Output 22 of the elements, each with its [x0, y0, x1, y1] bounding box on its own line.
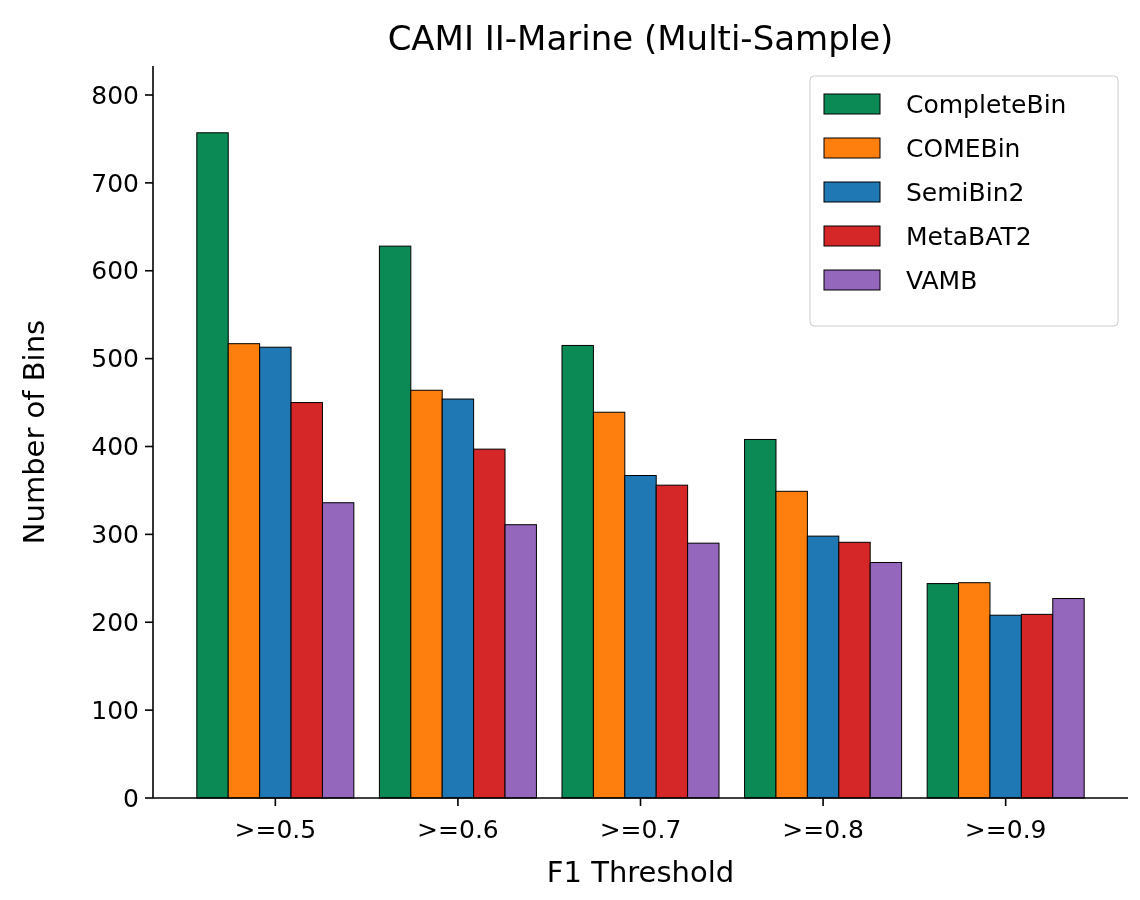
- y-tick-label: 100: [91, 695, 139, 725]
- legend-label: SemiBin2: [906, 177, 1025, 207]
- legend-label: COMEBin: [906, 133, 1021, 163]
- y-tick-label: 400: [91, 432, 139, 462]
- x-axis-title: F1 Threshold: [546, 855, 735, 889]
- x-tick-label: >=0.9: [964, 815, 1047, 844]
- y-tick-label: 700: [91, 168, 139, 198]
- y-tick-label: 300: [91, 520, 139, 550]
- y-tick-label: 200: [91, 608, 139, 637]
- x-tick-label: >=0.6: [417, 815, 499, 844]
- x-tick-label: >=0.5: [234, 815, 317, 844]
- y-tick-label: 600: [91, 256, 139, 286]
- y-axis-title: Number of Bins: [17, 319, 51, 545]
- y-tick-label: 500: [91, 344, 139, 374]
- legend-label: VAMB: [906, 265, 978, 295]
- y-tick-label: 0: [123, 783, 139, 813]
- x-tick-label: >=0.8: [782, 815, 864, 844]
- legend-label: CompleteBin: [906, 89, 1067, 119]
- x-tick-label: >=0.7: [599, 815, 682, 844]
- legend-label: MetaBAT2: [906, 221, 1032, 251]
- y-tick-label: 800: [91, 80, 139, 110]
- chart-title: CAMI II-Marine (Multi-Sample): [387, 18, 894, 58]
